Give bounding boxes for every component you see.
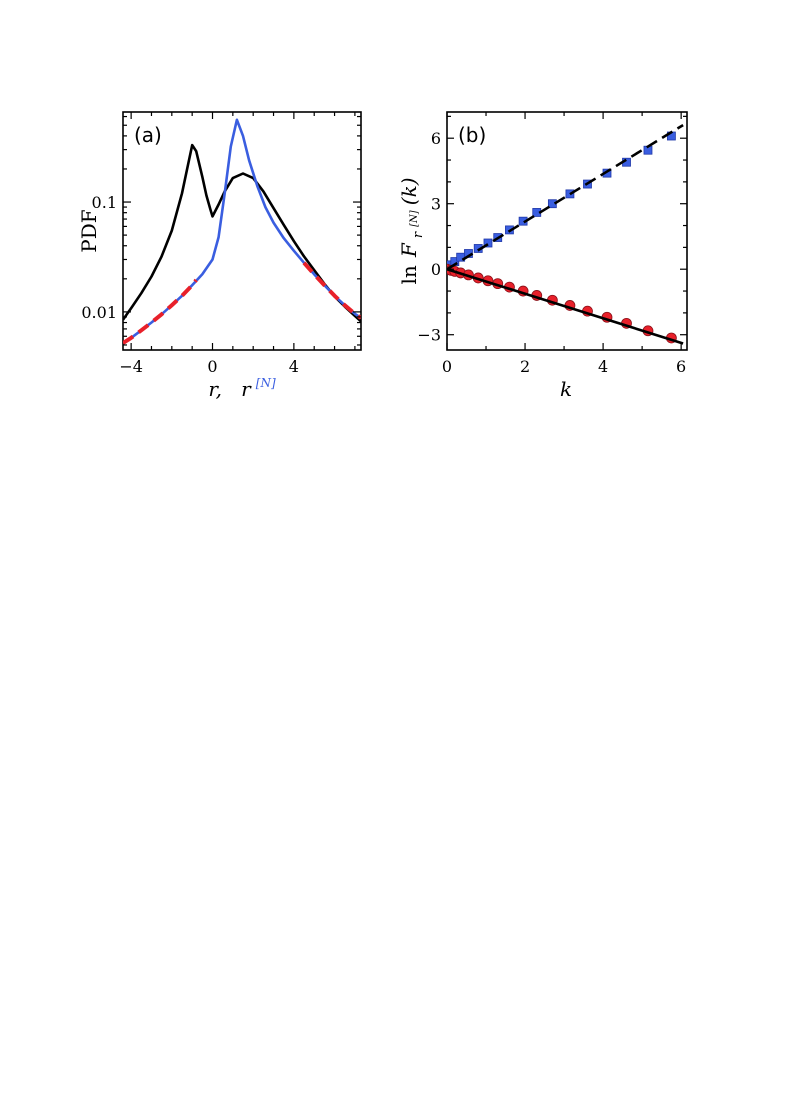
- panel-b-ylabel-F: F: [397, 242, 421, 258]
- panel-b-ylabel-ln: ln: [397, 265, 421, 284]
- panel-a-plot-area: [123, 118, 361, 345]
- panel-a-xtick-label: 4: [289, 357, 299, 376]
- panel-b-ytick-label: 3: [431, 195, 441, 214]
- panel-b-xtick-label: 2: [520, 357, 530, 376]
- panel-b-xtick-label: 4: [598, 357, 608, 376]
- panel-b-xtick-label: 0: [442, 357, 452, 376]
- panel-b-fit-line-red: [447, 267, 684, 345]
- panel-a-ytick-label: 0.01: [81, 303, 117, 322]
- panel-a-series-red-dashed-3: [302, 261, 361, 320]
- panel-a-ylabel: PDF: [77, 209, 101, 252]
- panel-b-square-point: [483, 238, 493, 248]
- panel-a-xtick-label: −4: [119, 357, 143, 376]
- panel-a-label: (a): [134, 123, 162, 147]
- panel-b-plot-area: [447, 123, 684, 345]
- panel-b-xtick-label: 6: [676, 357, 686, 376]
- panel-b-ylabel-arg: (k): [397, 177, 421, 205]
- panel-a-xlabel-rn: r: [241, 377, 252, 401]
- panel-a: −4 0 4 0.01 0.1 (a) PDF r, r [N]: [77, 111, 362, 401]
- panel-a-frame: [122, 111, 362, 351]
- panel-a-xlabel-rn-sup: [N]: [256, 376, 276, 390]
- panel-a-xlabel-r: r,: [208, 377, 222, 401]
- panel-b-ylabel-sub: r: [411, 231, 426, 238]
- panel-b-ylabel: ln F r [N] (k): [397, 177, 426, 284]
- panel-b-ylabel-subsup: [N]: [409, 210, 420, 227]
- panel-b-fit-line-blue: [447, 123, 684, 271]
- panel-a-series-red-dashed-2: [123, 278, 198, 345]
- panel-a-xtick-label: 0: [207, 357, 217, 376]
- panel-a-ticks: −4 0 4 0.01 0.1: [81, 112, 361, 376]
- panel-b-ytick-label: 6: [431, 129, 441, 148]
- panel-a-ytick-label: 0.1: [92, 193, 117, 212]
- panel-b-ytick-label: 0: [431, 260, 441, 279]
- panel-b-label: (b): [458, 123, 486, 147]
- panel-a-series-black-0: [123, 143, 361, 323]
- panel-b-xlabel: k: [560, 377, 572, 401]
- panel-b-frame: [446, 111, 688, 351]
- panel-b-ytick-label: −3: [417, 326, 441, 345]
- panel-a-xlabel: r, r [N]: [208, 376, 276, 401]
- panel-a-series-blue-1: [123, 118, 361, 345]
